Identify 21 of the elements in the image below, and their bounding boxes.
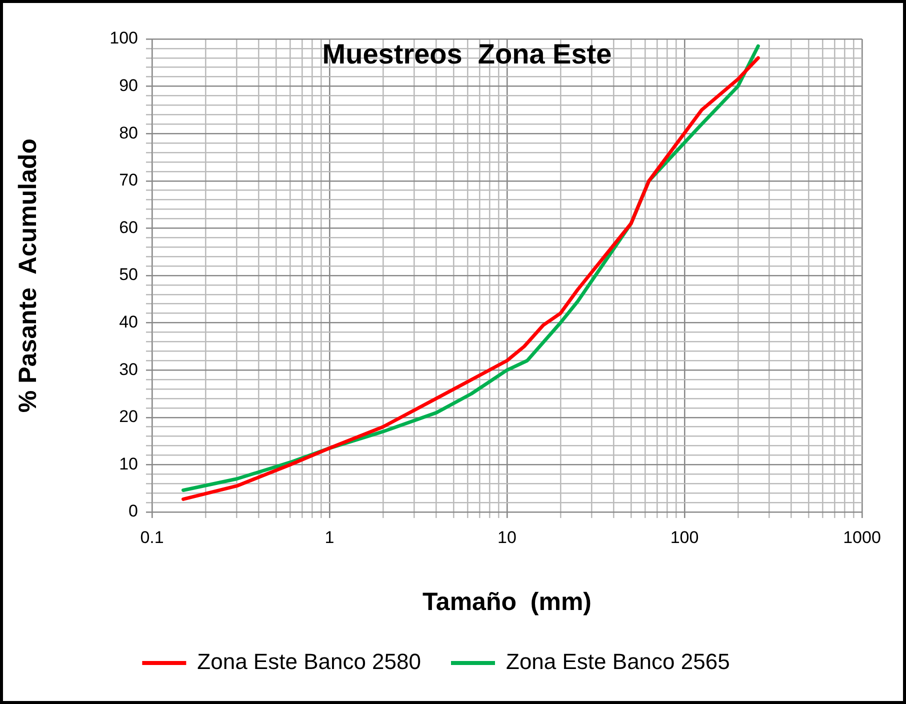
x-tick-label: 1000 [843, 528, 881, 547]
y-tick-label: 70 [119, 170, 138, 190]
y-tick-label: 40 [119, 312, 138, 332]
x-axis-title: Tamaño (mm) [422, 588, 592, 616]
y-tick-label: 100 [110, 28, 138, 48]
chart-title: Muestreos Zona Este [322, 38, 612, 70]
y-tick-label: 0 [128, 502, 138, 521]
y-tick-label: 90 [119, 76, 138, 95]
y-tick-label: 80 [119, 123, 138, 142]
x-tick-label: 100 [670, 528, 699, 547]
y-tick-label: 20 [119, 407, 138, 426]
y-axis-title: % Pasante Acumulado [14, 138, 42, 413]
x-tick-label: 0.1 [140, 528, 164, 547]
y-tick-label: 10 [119, 454, 138, 474]
legend-label: Zona Este Banco 2580 [197, 649, 422, 674]
legend-label: Zona Este Banco 2565 [506, 649, 730, 674]
y-tick-label: 30 [119, 360, 138, 379]
x-tick-label: 1 [324, 528, 334, 547]
y-tick-label: 50 [119, 265, 138, 284]
y-tick-label: 60 [119, 218, 138, 237]
x-tick-label: 10 [498, 528, 516, 547]
